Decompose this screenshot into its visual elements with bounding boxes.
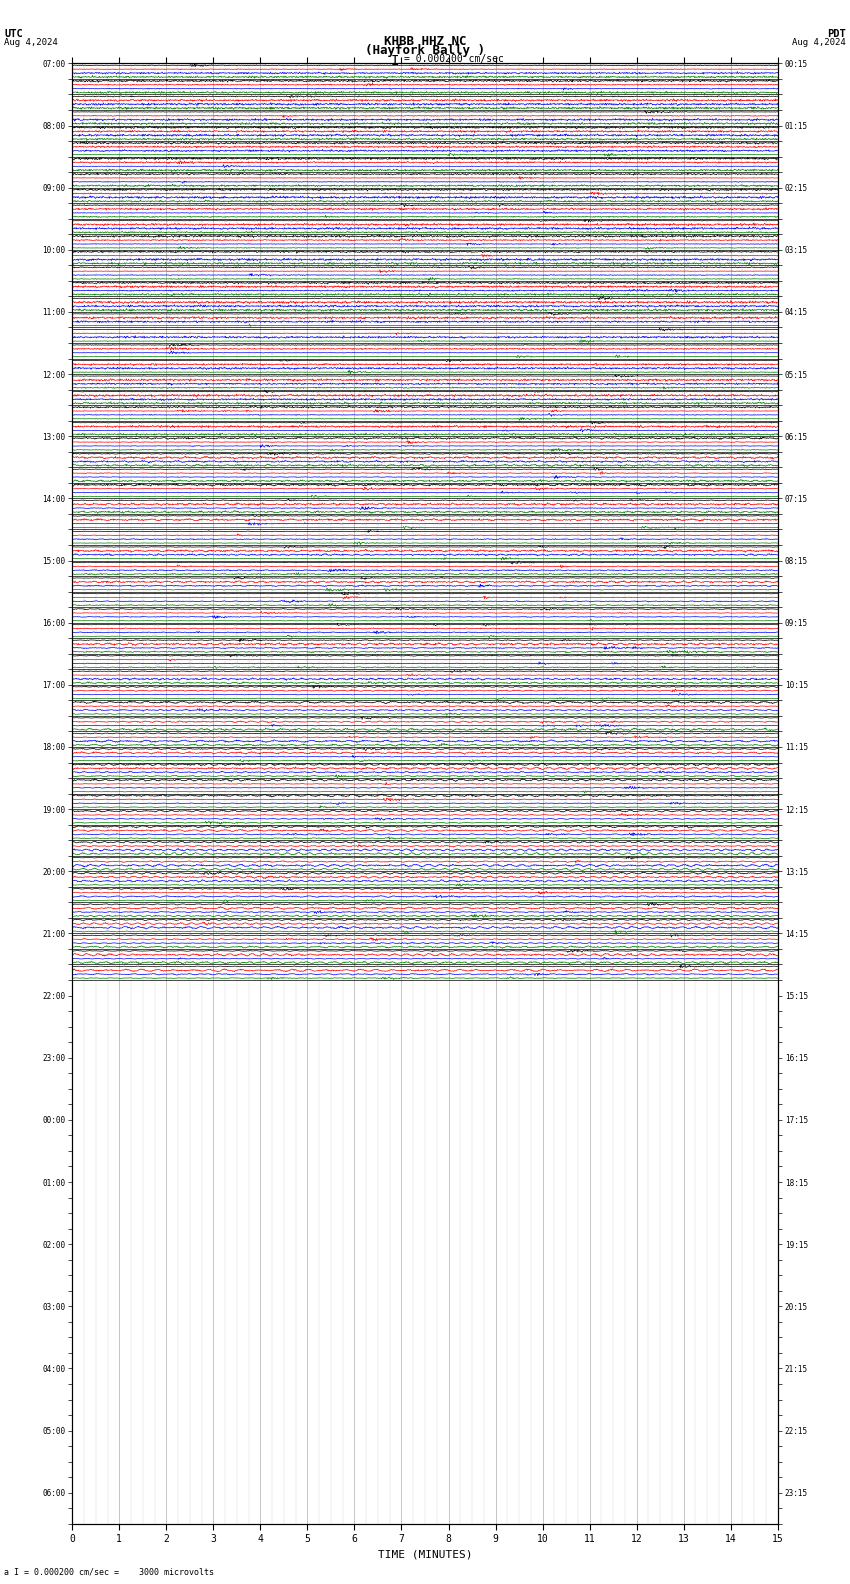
- Text: (Hayfork Bally ): (Hayfork Bally ): [365, 44, 485, 57]
- Text: Aug 4,2024: Aug 4,2024: [4, 38, 58, 48]
- Text: UTC: UTC: [4, 29, 23, 38]
- Text: Aug 4,2024: Aug 4,2024: [792, 38, 846, 48]
- X-axis label: TIME (MINUTES): TIME (MINUTES): [377, 1549, 473, 1560]
- Text: = 0.000200 cm/sec: = 0.000200 cm/sec: [404, 54, 503, 63]
- Text: I: I: [391, 54, 399, 68]
- Text: PDT: PDT: [827, 29, 846, 38]
- Text: KHBB HHZ NC: KHBB HHZ NC: [383, 35, 467, 48]
- Text: a I = 0.000200 cm/sec =    3000 microvolts: a I = 0.000200 cm/sec = 3000 microvolts: [4, 1567, 214, 1576]
